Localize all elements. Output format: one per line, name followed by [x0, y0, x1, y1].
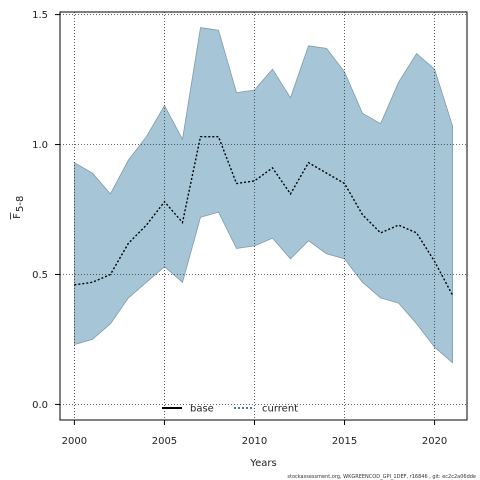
axis-layer: 2000 2005 2010 2015 2020 0.0 0.5 1.0 1.5 [32, 10, 447, 447]
legend-label-base: base [190, 404, 214, 415]
legend-label-current: current [262, 404, 298, 415]
x-tick-label: 2000 [62, 436, 87, 447]
y-tick-label: 1.5 [32, 10, 48, 21]
x-tick-label: 2010 [242, 436, 267, 447]
x-axis-title: Years [249, 458, 276, 469]
x-tick-label: 2015 [332, 436, 357, 447]
x-tick-label: 2020 [422, 436, 447, 447]
y-axis-title-main: F [12, 213, 23, 219]
y-tick-label: 0.5 [32, 270, 48, 281]
confidence-band-layer [74, 27, 453, 364]
plot-frame [59, 11, 468, 421]
series-line-layer [74, 135, 454, 296]
y-axis-title-subscript: 5-8 [15, 196, 26, 212]
x-tick-label: 2005 [152, 436, 177, 447]
y-tick-label: 1.0 [32, 140, 48, 151]
legend: base current [162, 404, 298, 415]
grid-layer [60, 12, 467, 420]
confidence-band [74, 27, 453, 364]
footer-credit: stockassessment.org, WKGREENCOD_GPI_1DEF… [287, 474, 476, 480]
y-tick-label: 0.0 [32, 400, 48, 411]
y-axis-title: F 5-8 [10, 196, 26, 220]
series-line-current [74, 135, 454, 296]
